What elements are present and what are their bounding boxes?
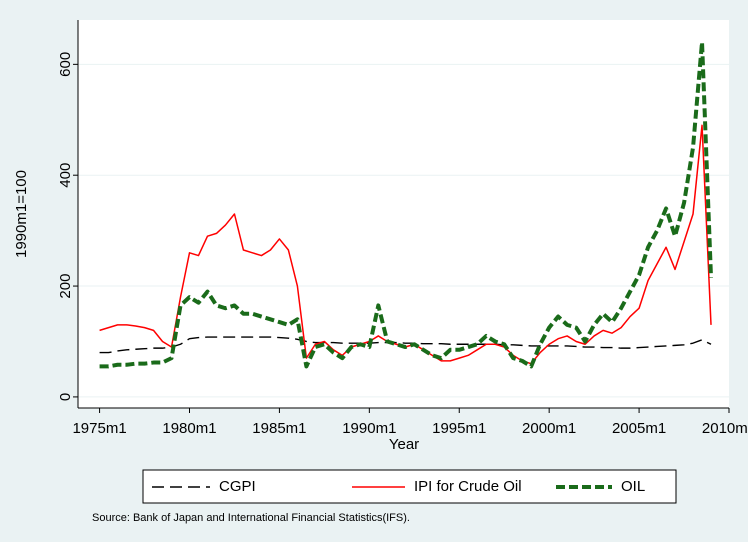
series-line — [99, 336, 712, 354]
x-tick-label: 1975m1 — [72, 420, 126, 437]
legend-label: OIL — [621, 478, 645, 495]
y-tick-label: 400 — [57, 163, 74, 188]
x-tick-label: 2010m1 — [702, 420, 748, 437]
x-tick-label: 1995m1 — [432, 420, 486, 437]
y-tick-label: 600 — [57, 52, 74, 77]
series-line — [99, 40, 714, 369]
y-axis-title: 1990m1=100 — [13, 170, 30, 258]
x-tick-label: 1980m1 — [162, 420, 216, 437]
note: Source: Bank of Japan and International … — [92, 512, 410, 524]
plot-area — [78, 20, 729, 408]
x-tick-label: 2005m1 — [612, 420, 666, 437]
x-axis-title: Year — [389, 436, 419, 453]
x-tick-label: 1990m1 — [342, 420, 396, 437]
legend-label: CGPI — [219, 478, 256, 495]
x-tick-label: 2000m1 — [522, 420, 576, 437]
legend-label: IPI for Crude Oil — [414, 478, 522, 495]
y-tick-label: 0 — [57, 393, 74, 401]
x-tick-label: 1985m1 — [252, 420, 306, 437]
y-tick-label: 200 — [57, 274, 74, 299]
